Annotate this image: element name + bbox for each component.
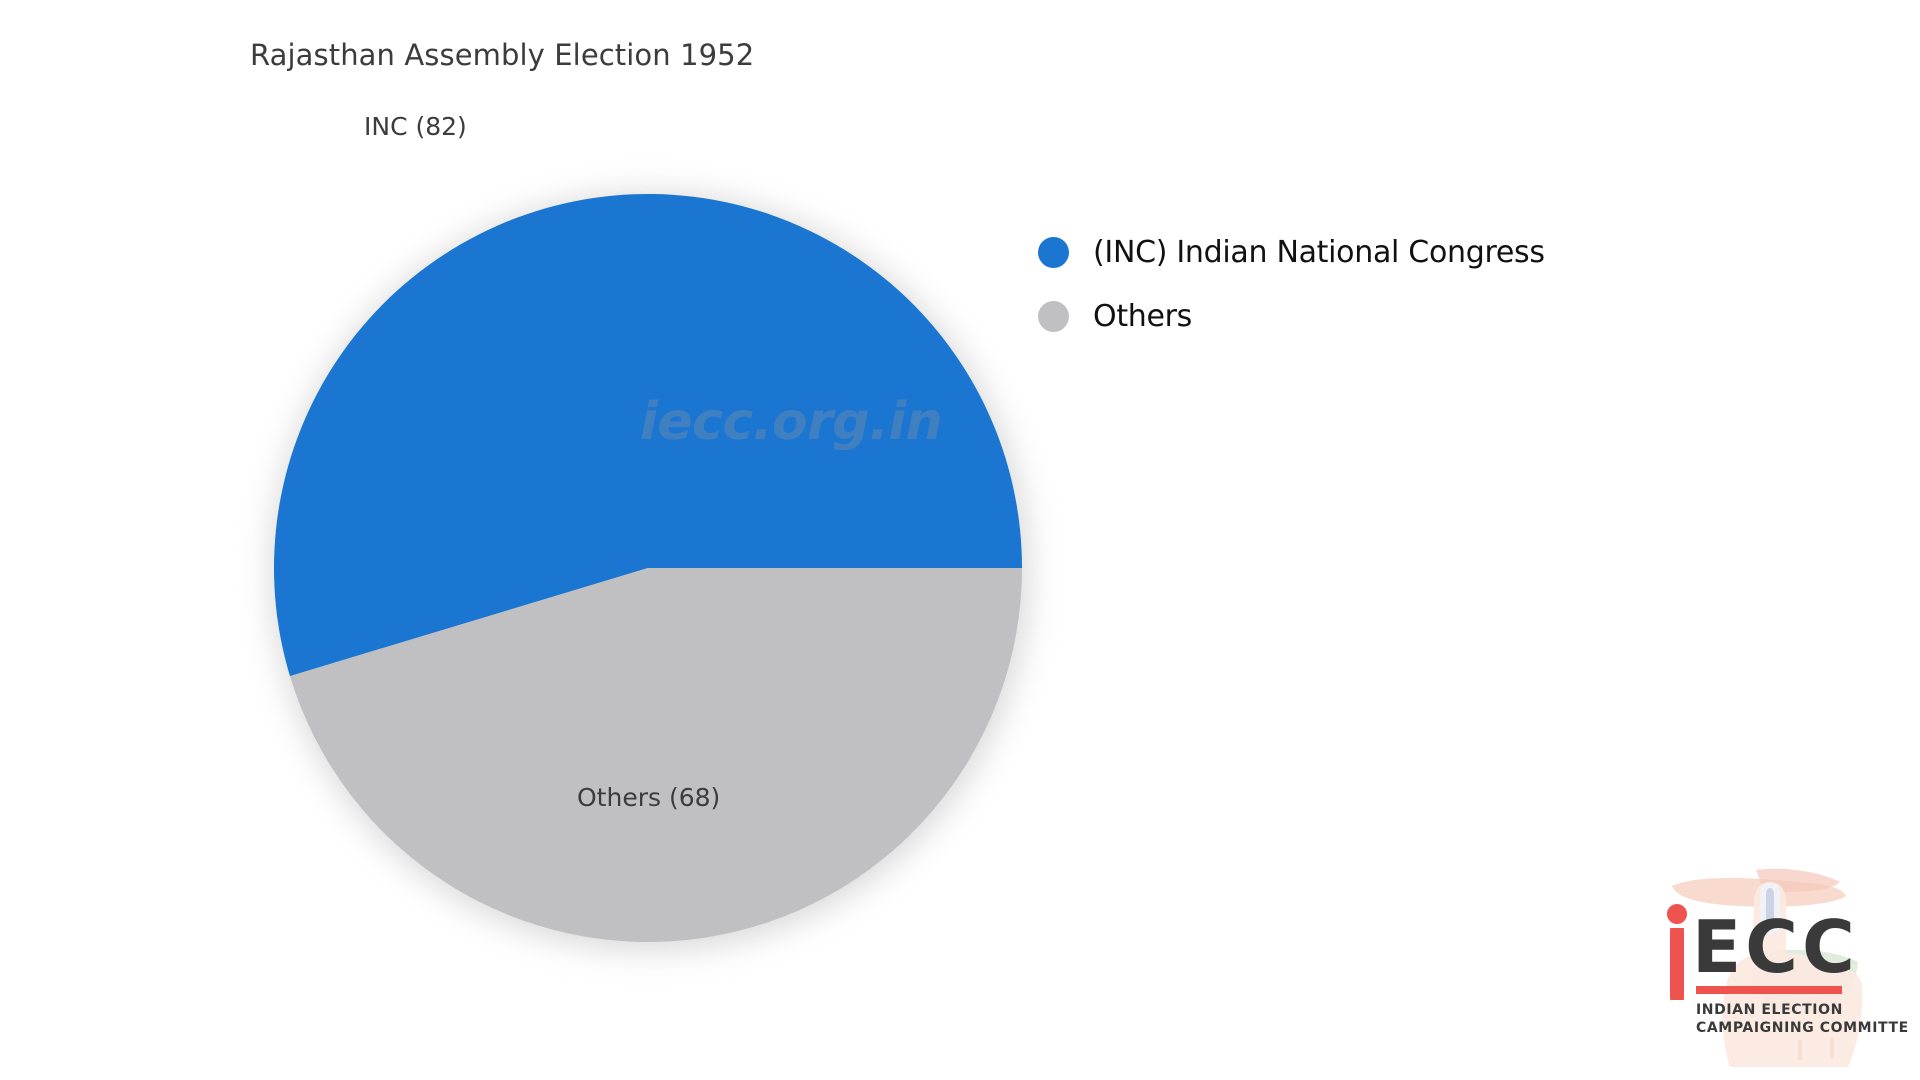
ecc-logo-background-icon: [1672, 868, 1863, 1067]
pie-svg: [274, 194, 1022, 942]
ecc-logo-wordmark: ECC: [1692, 905, 1859, 989]
legend-swatch-others-icon: [1038, 300, 1069, 332]
legend-swatch-inc-icon: [1038, 236, 1069, 268]
chart-legend: (INC) Indian National Congress Others: [1038, 220, 1678, 348]
ecc-logo-i-stem-icon: [1670, 928, 1684, 1000]
pie-slice-label-others: Others (68): [577, 783, 721, 812]
ecc-logo-i-dot-icon: [1667, 904, 1687, 924]
chart-title: Rajasthan Assembly Election 1952: [250, 38, 755, 72]
ecc-logo-mark-icon: ECC INDIAN ELECTION CAMPAIGNING COMMITTE…: [1667, 904, 1910, 1036]
ecc-logo-tagline-line2: CAMPAIGNING COMMITTEE: [1696, 1020, 1910, 1036]
legend-item-others[interactable]: Others: [1038, 284, 1678, 348]
pie-chart: [271, 193, 1029, 951]
pie-slice-others[interactable]: [289, 568, 1022, 942]
legend-label-inc: (INC) Indian National Congress: [1093, 234, 1545, 270]
ecc-logo-rule-icon: [1696, 986, 1842, 994]
ecc-logo[interactable]: ECC INDIAN ELECTION CAMPAIGNING COMMITTE…: [1660, 862, 1910, 1067]
legend-label-others: Others: [1093, 298, 1193, 334]
pie-slice-label-inc: INC (82): [364, 112, 467, 141]
legend-item-inc[interactable]: (INC) Indian National Congress: [1038, 220, 1678, 284]
ecc-logo-tagline-line1: INDIAN ELECTION: [1696, 1002, 1843, 1018]
pie-slice-inc[interactable]: [274, 194, 1022, 677]
